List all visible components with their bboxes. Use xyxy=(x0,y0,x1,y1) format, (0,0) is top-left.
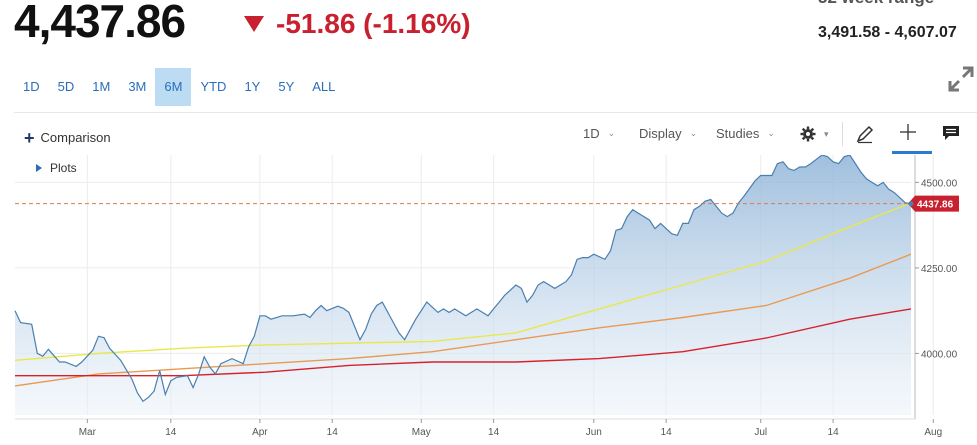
change-value: -51.86 (-1.16%) xyxy=(276,8,471,39)
price-value: 4,437.86 xyxy=(14,0,186,47)
moving-average-line xyxy=(15,308,912,377)
x-tick-label: May xyxy=(412,427,431,438)
period-6m[interactable]: 6M xyxy=(155,68,192,106)
interval-dropdown[interactable]: 1D ⌄ xyxy=(583,126,615,141)
gear-icon xyxy=(800,126,816,142)
x-tick-label: 14 xyxy=(165,427,177,438)
period-all[interactable]: ALL xyxy=(312,79,336,94)
period-3m[interactable]: 3M xyxy=(128,79,147,94)
y-tick-label: 4000.00 xyxy=(921,349,958,360)
studies-label: Studies xyxy=(716,126,760,141)
chevron-down-icon: ⌄ xyxy=(607,128,616,138)
plots-toggle[interactable]: Plots xyxy=(36,161,77,175)
period-5d[interactable]: 5D xyxy=(57,79,75,94)
x-tick-label: 14 xyxy=(488,427,500,438)
x-tick-label: Aug xyxy=(924,427,942,438)
period-1y[interactable]: 1Y xyxy=(244,79,261,94)
active-tool-indicator xyxy=(892,151,932,154)
x-tick-label: Jun xyxy=(586,427,602,438)
settings-dropdown[interactable]: ▾ xyxy=(800,126,829,142)
range-value: 3,491.58 - 4,607.07 xyxy=(818,24,957,41)
x-tick-label: Mar xyxy=(79,427,97,438)
studies-dropdown[interactable]: Studies ⌄ xyxy=(716,126,775,141)
toolbar-separator xyxy=(842,122,843,146)
y-tick-label: 4250.00 xyxy=(921,264,958,275)
moving-average-line xyxy=(14,253,912,387)
last-price-label: 4437.86 xyxy=(917,200,954,211)
chevron-down-icon: ⌄ xyxy=(689,128,698,138)
period-ytd[interactable]: YTD xyxy=(200,79,227,94)
y-tick-label: 4500.00 xyxy=(921,178,958,189)
chevron-down-icon: ⌄ xyxy=(767,128,775,138)
price-area xyxy=(15,155,911,415)
x-tick-label: 14 xyxy=(661,427,673,438)
last-price-dot xyxy=(908,201,914,207)
plus-icon: + xyxy=(24,127,35,148)
period-selector: 1D 5D 1M 3M 6M YTD 1Y 5Y ALL xyxy=(14,68,344,106)
moving-average-line xyxy=(14,202,912,361)
x-tick-label: 14 xyxy=(327,427,339,438)
period-5y[interactable]: 5Y xyxy=(278,79,295,94)
x-tick-label: 14 xyxy=(828,427,840,438)
chevron-down-icon: ▾ xyxy=(824,128,829,139)
pencil-icon[interactable] xyxy=(855,124,875,144)
interval-label: 1D xyxy=(583,126,600,141)
crosshair-icon[interactable] xyxy=(899,123,917,141)
price-line xyxy=(14,155,912,403)
divider xyxy=(14,112,977,113)
range-label: 52 week range xyxy=(818,0,934,8)
period-1d[interactable]: 1D xyxy=(23,79,40,94)
x-tick-label: Jul xyxy=(754,427,767,438)
x-tick-label: Apr xyxy=(252,427,268,438)
display-dropdown[interactable]: Display ⌄ xyxy=(639,126,697,141)
comment-icon[interactable] xyxy=(942,125,960,141)
period-1m[interactable]: 1M xyxy=(92,79,111,94)
price-change: -51.86 (-1.16%) xyxy=(244,8,471,40)
comparison-label: Comparison xyxy=(40,130,111,145)
last-price-badge xyxy=(908,195,959,212)
expand-icon[interactable] xyxy=(946,64,976,94)
caret-right-icon xyxy=(36,164,42,172)
display-label: Display xyxy=(639,126,682,141)
plots-label: Plots xyxy=(50,161,77,175)
comparison-button[interactable]: + Comparison xyxy=(24,127,111,148)
price-chart[interactable]: 4500.00 4250.00 4000.00 Mar 14 Apr 14 May 14 Jun 1… xyxy=(0,155,977,445)
down-arrow-icon xyxy=(244,16,264,32)
